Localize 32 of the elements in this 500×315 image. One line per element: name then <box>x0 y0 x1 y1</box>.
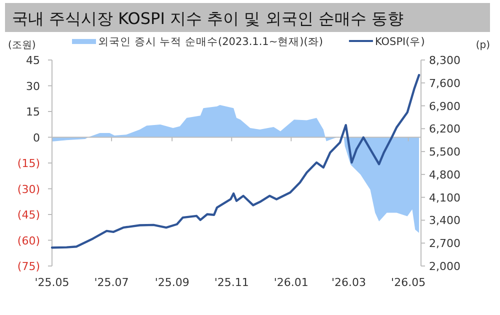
y-tick-label: 0 <box>33 131 40 144</box>
x-tick-label: '25.07 <box>94 276 129 289</box>
x-tick-label: '26.01 <box>274 276 308 289</box>
y-tick-label: 15 <box>26 106 40 118</box>
y-tick-label: (60) <box>17 234 40 248</box>
chart-title: 국내 주식시장 KOSPI 지수 추이 및 외국인 순매수 동향 <box>12 9 404 28</box>
y2-tick-label: 4,100 <box>429 191 460 204</box>
y-tick-label: (45) <box>17 208 40 222</box>
y2-tick-label: 6,900 <box>429 100 460 113</box>
x-tick-label: '25.09 <box>154 276 190 289</box>
y2-tick-label: 5,500 <box>429 146 460 159</box>
y2-tick-label: 8,300 <box>429 54 460 67</box>
legend-label: KOSPI(우) <box>374 36 425 48</box>
y-tick-label: 45 <box>26 54 40 67</box>
y2-tick-label: 2,000 <box>429 260 460 273</box>
y-tick-label: (30) <box>17 182 40 196</box>
y2-tick-label: 6,200 <box>429 122 460 136</box>
legend-label: 외국인 증시 누적 순매수(2023.1.1~현재)(좌) <box>98 36 323 48</box>
y-tick-label: 30 <box>26 80 40 93</box>
x-tick-label: '25.11 <box>214 276 249 289</box>
line-series <box>50 74 420 249</box>
y-axis-title: (조원) <box>8 40 36 51</box>
y-tick-label: (75) <box>17 260 40 273</box>
x-tick-label: '25.05 <box>34 276 70 289</box>
y-tick-label: (15) <box>17 157 40 170</box>
x-tick-label: '26.03 <box>332 276 366 289</box>
y2-axis-title: (p) <box>476 40 490 51</box>
y2-tick-label: 7,600 <box>429 76 460 90</box>
y2-tick-label: 3,400 <box>429 214 460 228</box>
y2-tick-label: 4,800 <box>429 168 460 182</box>
x-tick-label: '26.05 <box>391 276 426 289</box>
y2-tick-label: 2,700 <box>429 237 460 250</box>
